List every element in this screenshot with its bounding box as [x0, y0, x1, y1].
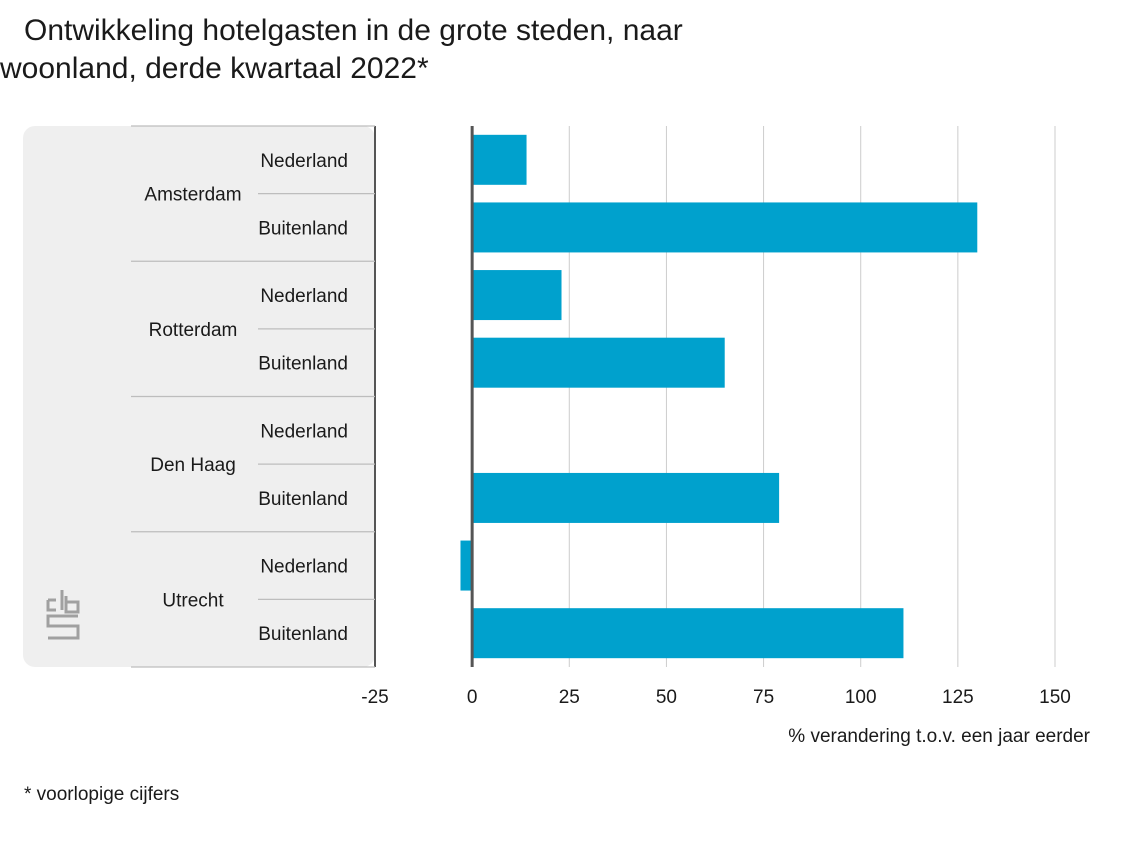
group-label: Utrecht	[162, 590, 224, 611]
bar	[472, 337, 725, 388]
cbs-logo-icon	[46, 590, 80, 640]
bars	[460, 134, 978, 659]
axes	[374, 126, 474, 667]
bar	[472, 202, 978, 253]
x-axis-label: % verandering t.o.v. een jaar eerder	[788, 726, 1090, 747]
cbs-logo-s	[46, 614, 80, 640]
x-tick-label: 0	[467, 687, 478, 708]
footnote: * voorlopige cijfers	[24, 784, 180, 805]
group-label: Rotterdam	[149, 320, 238, 341]
chart-title: Ontwikkeling hotelgasten in de grote ste…	[0, 12, 800, 88]
row-label: Nederland	[260, 151, 348, 172]
bar	[472, 608, 904, 659]
x-tick-label: 125	[942, 687, 974, 708]
bar	[460, 540, 473, 591]
row-label: Buitenland	[258, 354, 348, 375]
group-label: Amsterdam	[144, 185, 241, 206]
x-tick-label: 25	[559, 687, 580, 708]
chart-title-line-2: woonland, derde kwartaal 2022*	[0, 52, 429, 85]
row-label: Nederland	[260, 557, 348, 578]
category-labels: Amsterdam Nederland Buitenland Rotterdam Ned…	[131, 125, 375, 668]
x-tick-label: 100	[845, 687, 877, 708]
row-label: Nederland	[260, 286, 348, 307]
row-label: Buitenland	[258, 218, 348, 239]
row-label: Buitenland	[258, 489, 348, 510]
x-tick-label: 150	[1039, 687, 1071, 708]
cbs-logo-c	[46, 590, 64, 612]
cbs-logo-b	[64, 596, 80, 614]
row-label: Nederland	[260, 421, 348, 442]
chart-title-line-1: Ontwikkeling hotelgasten in de grote ste…	[24, 14, 683, 47]
x-tick-labels: -25 0 25 50 75 100 125 150	[361, 687, 1071, 708]
row-label: Buitenland	[258, 624, 348, 645]
x-tick-label: 50	[656, 687, 677, 708]
cbs-logo-shape	[46, 590, 80, 640]
bar	[472, 270, 562, 321]
bar	[472, 472, 780, 523]
group-label: Den Haag	[150, 455, 236, 476]
x-tick-label: 75	[753, 687, 774, 708]
bar-chart: Amsterdam Nederland Buitenland Rotterdam Ned…	[23, 125, 1091, 747]
bar	[472, 134, 527, 185]
x-tick-label: -25	[361, 687, 388, 708]
